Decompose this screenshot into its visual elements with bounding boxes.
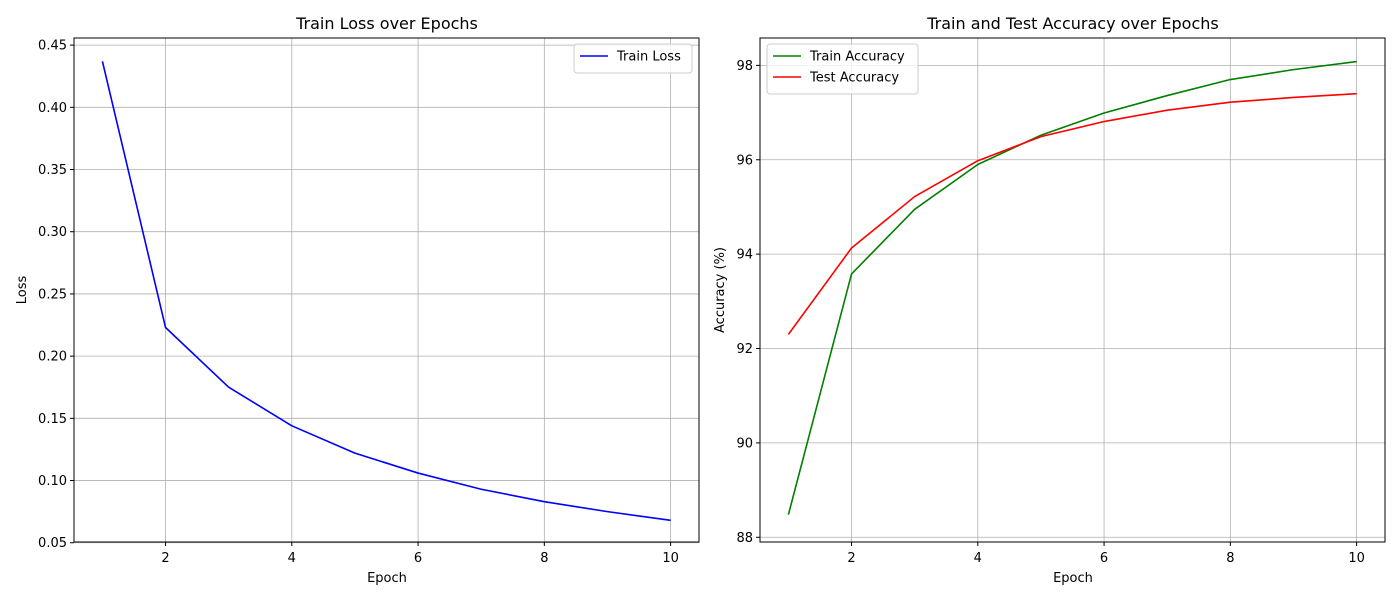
accuracy-chart-y-tick-label: 96	[736, 153, 753, 168]
accuracy-chart-x-tick-label: 6	[1100, 551, 1108, 566]
accuracy-chart-series	[787, 60, 1357, 515]
loss-chart-x-tick-label: 4	[288, 551, 296, 566]
accuracy-chart-y-tick-label: 90	[736, 436, 753, 451]
accuracy-chart-x-tick-label: 2	[847, 551, 855, 566]
loss-chart-y-axis-label: Loss	[15, 276, 30, 305]
accuracy-chart-grid	[760, 38, 1385, 542]
loss-chart: Train Loss over Epochs 2 4 6 8 10 0.05 0.10 0.1…	[15, 14, 700, 586]
loss-chart-x-tick-label: 10	[662, 551, 679, 566]
accuracy-chart-x-tick-label: 4	[974, 551, 982, 566]
loss-chart-series	[101, 61, 671, 522]
loss-chart-frame	[73, 37, 700, 543]
accuracy-chart-legend-box	[766, 43, 919, 95]
loss-chart-x-axis-label: Epoch	[367, 571, 407, 586]
loss-chart-legend-box	[573, 43, 693, 74]
loss-chart-y-tick-label: 0.40	[38, 101, 67, 116]
loss-chart-grid	[74, 38, 699, 544]
loss-chart-y-tick-label: 0.05	[38, 536, 67, 551]
accuracy-chart-ticks: 2 4 6 8 10 88 90 92 94 96 98	[736, 59, 1364, 566]
accuracy-chart-legend-label: Train Accuracy	[809, 50, 905, 65]
accuracy-chart-y-tick-label: 88	[736, 531, 753, 546]
loss-chart-y-tick-label: 0.10	[38, 474, 67, 489]
accuracy-chart-y-tick-label: 94	[736, 248, 753, 263]
accuracy-chart-x-axis-label: Epoch	[1053, 571, 1093, 586]
accuracy-chart-y-tick-label: 92	[736, 342, 753, 357]
loss-chart-y-tick-label: 0.25	[38, 287, 67, 302]
loss-chart-y-tick-label: 0.15	[38, 412, 67, 427]
accuracy-chart-x-tick-label: 10	[1348, 551, 1365, 566]
loss-chart-title: Train Loss over Epochs	[295, 14, 478, 33]
loss-chart-y-tick-label: 0.45	[38, 39, 67, 54]
loss-chart-y-tick-label: 0.35	[38, 163, 67, 178]
accuracy-chart-series-line-test-accuracy	[787, 92, 1357, 335]
loss-chart-series-line-train-loss	[101, 61, 671, 522]
accuracy-chart-y-axis-label: Accuracy (%)	[713, 247, 728, 333]
loss-chart-ticks: 2 4 6 8 10 0.05 0.10 0.15 0.20 0.25 0.30 0.35 0.40 0.…	[38, 39, 679, 566]
accuracy-chart-legend: Train Accuracy Test Accuracy	[766, 43, 919, 95]
loss-chart-legend: Train Loss	[573, 43, 693, 74]
accuracy-chart-y-tick-label: 98	[736, 59, 753, 74]
accuracy-chart-series-line-train-accuracy	[787, 60, 1357, 515]
loss-chart-legend-label: Train Loss	[616, 50, 681, 65]
loss-chart-y-tick-label: 0.30	[38, 225, 67, 240]
accuracy-chart-x-tick-label: 8	[1226, 551, 1234, 566]
loss-chart-x-tick-label: 6	[414, 551, 422, 566]
loss-chart-x-tick-label: 2	[161, 551, 169, 566]
accuracy-chart-title: Train and Test Accuracy over Epochs	[926, 14, 1218, 33]
loss-chart-y-tick-label: 0.20	[38, 350, 67, 365]
loss-chart-x-tick-label: 8	[540, 551, 548, 566]
accuracy-chart: Train and Test Accuracy over Epochs 2 4 6 8…	[713, 14, 1386, 586]
accuracy-chart-frame	[759, 37, 1386, 543]
accuracy-chart-legend-label: Test Accuracy	[809, 71, 899, 86]
